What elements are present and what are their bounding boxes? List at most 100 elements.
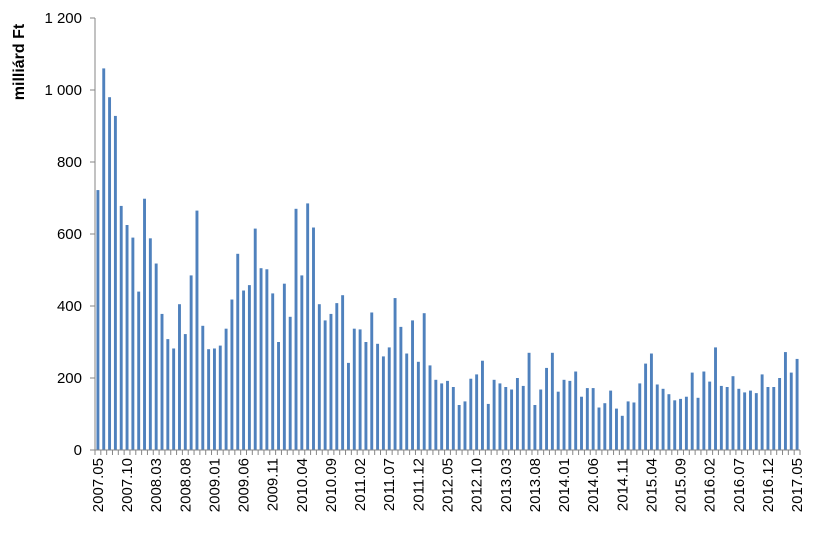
x-tick-label: 2007.10 bbox=[119, 458, 136, 512]
x-tick-label: 2012.05 bbox=[440, 458, 457, 512]
x-tick-label: 2009.11 bbox=[265, 458, 282, 511]
bar bbox=[201, 325, 205, 450]
x-tick-label: 2011.12 bbox=[410, 458, 427, 511]
bar bbox=[166, 339, 170, 450]
bar bbox=[178, 304, 181, 450]
bar bbox=[597, 407, 601, 450]
bar bbox=[615, 408, 618, 450]
x-tick-label: 2015.09 bbox=[673, 458, 690, 512]
x-tick-label: 2007.05 bbox=[90, 458, 107, 512]
bar bbox=[230, 299, 234, 450]
bar bbox=[399, 326, 403, 450]
bar bbox=[341, 295, 345, 450]
bar bbox=[585, 388, 589, 450]
bar bbox=[714, 347, 717, 450]
bar bbox=[498, 383, 502, 450]
bar bbox=[475, 374, 479, 450]
bar bbox=[236, 253, 240, 450]
bar bbox=[265, 269, 269, 450]
bar bbox=[533, 405, 537, 450]
bar bbox=[259, 268, 263, 450]
x-tick-label: 2016.02 bbox=[702, 458, 719, 512]
bar bbox=[556, 391, 560, 450]
x-tick-label: 2009.01 bbox=[206, 458, 223, 512]
bar bbox=[218, 345, 222, 450]
bar bbox=[457, 405, 461, 450]
bar bbox=[172, 348, 176, 450]
bar bbox=[580, 396, 583, 450]
bar-series bbox=[96, 68, 799, 451]
bar bbox=[189, 275, 193, 450]
bar bbox=[352, 328, 356, 450]
bar bbox=[247, 285, 251, 450]
bar bbox=[521, 385, 525, 450]
bar bbox=[772, 387, 776, 450]
bar bbox=[795, 358, 799, 450]
bar bbox=[754, 393, 758, 450]
x-tick-label: 2008.08 bbox=[177, 458, 194, 512]
bar bbox=[440, 383, 444, 450]
bar bbox=[446, 380, 449, 450]
bar bbox=[609, 390, 613, 450]
bar bbox=[661, 388, 665, 450]
bar bbox=[731, 376, 735, 450]
x-tick-label: 2010.04 bbox=[294, 458, 311, 512]
bar bbox=[277, 342, 280, 450]
bar bbox=[335, 303, 339, 450]
bar bbox=[673, 400, 677, 450]
x-tick-label: 2008.03 bbox=[148, 458, 165, 512]
bar bbox=[195, 210, 199, 450]
bar bbox=[620, 415, 624, 450]
bar bbox=[113, 115, 117, 451]
bar bbox=[789, 372, 793, 450]
bar bbox=[306, 203, 310, 450]
y-tick-label: 600 bbox=[57, 226, 82, 243]
y-tick-label: 0 bbox=[74, 442, 82, 459]
x-tick-label: 2014.11 bbox=[614, 458, 631, 511]
bar bbox=[411, 320, 414, 450]
bar bbox=[684, 396, 688, 450]
bar bbox=[527, 352, 531, 450]
bar bbox=[591, 388, 595, 450]
x-tick-label: 2015.04 bbox=[643, 458, 660, 512]
bar bbox=[312, 227, 315, 450]
bar bbox=[638, 383, 642, 450]
bar bbox=[428, 365, 432, 450]
bar bbox=[224, 328, 228, 450]
bar bbox=[766, 387, 770, 450]
bar bbox=[212, 348, 216, 450]
bar bbox=[119, 205, 123, 450]
x-tick-label: 2012.10 bbox=[469, 458, 486, 512]
bar bbox=[463, 401, 467, 450]
bar bbox=[405, 353, 409, 450]
bar bbox=[486, 403, 490, 450]
bar bbox=[108, 97, 112, 450]
bar bbox=[323, 320, 327, 450]
bar bbox=[282, 283, 286, 450]
x-tick-label: 2016.07 bbox=[731, 458, 748, 512]
x-tick-label: 2014.01 bbox=[556, 458, 573, 512]
bar bbox=[143, 198, 146, 450]
bar bbox=[346, 362, 350, 450]
bar bbox=[300, 275, 304, 450]
bar bbox=[358, 329, 362, 450]
bar bbox=[515, 378, 519, 450]
bar bbox=[370, 312, 374, 450]
bar bbox=[562, 379, 566, 450]
bar bbox=[696, 397, 700, 450]
x-tick-label: 2011.07 bbox=[381, 458, 398, 511]
bar bbox=[271, 293, 275, 450]
bar bbox=[288, 316, 292, 450]
bar bbox=[242, 290, 246, 450]
bar bbox=[649, 353, 653, 450]
bar bbox=[574, 371, 578, 450]
bar bbox=[504, 387, 508, 450]
bar bbox=[644, 363, 648, 450]
bar bbox=[329, 313, 333, 450]
x-tick-label: 2013.03 bbox=[498, 458, 515, 512]
x-tick-label: 2017.05 bbox=[789, 458, 806, 512]
bar bbox=[207, 349, 211, 450]
bar bbox=[743, 392, 747, 450]
bar bbox=[434, 379, 438, 450]
bar bbox=[655, 384, 659, 450]
